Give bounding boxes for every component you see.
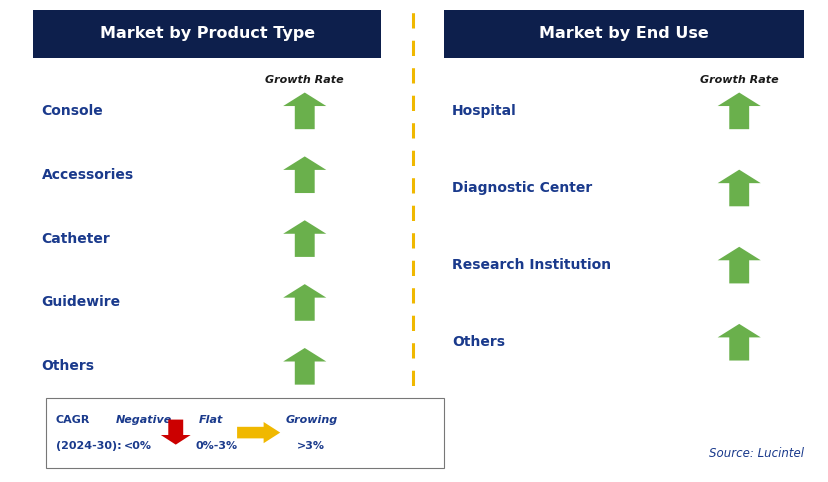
Polygon shape [283,284,326,321]
Text: Hospital: Hospital [451,104,516,118]
Text: Console: Console [41,104,103,118]
Polygon shape [237,422,280,443]
Text: <0%: <0% [124,441,152,451]
Polygon shape [717,170,760,206]
Text: Growing: Growing [285,415,337,425]
Polygon shape [324,418,354,443]
Text: (2024-30):: (2024-30): [55,441,121,451]
Text: >3%: >3% [296,441,325,451]
Text: 0%-3%: 0%-3% [195,441,238,451]
Polygon shape [717,93,760,129]
Polygon shape [283,93,326,129]
Text: Market by End Use: Market by End Use [538,26,708,41]
Polygon shape [717,247,760,283]
Text: Accessories: Accessories [41,168,133,182]
Text: CAGR: CAGR [55,415,89,425]
Text: Market by Product Type: Market by Product Type [99,26,315,41]
Polygon shape [283,156,326,193]
Polygon shape [283,348,326,385]
Text: Guidewire: Guidewire [41,295,120,309]
Bar [46,398,443,468]
Bar [443,10,803,58]
Text: Research Institution: Research Institution [451,258,610,272]
Text: Growth Rate: Growth Rate [265,75,344,84]
Text: Flat: Flat [199,415,223,425]
Text: Others: Others [451,335,504,349]
Polygon shape [283,220,326,257]
Text: Diagnostic Center: Diagnostic Center [451,181,591,195]
Bar [33,10,381,58]
Text: Growth Rate: Growth Rate [699,75,777,84]
Text: Catheter: Catheter [41,231,110,246]
Text: Source: Lucintel: Source: Lucintel [708,447,803,459]
Text: Negative: Negative [116,415,172,425]
Text: Others: Others [41,359,94,374]
Polygon shape [717,324,760,361]
Polygon shape [161,419,190,444]
